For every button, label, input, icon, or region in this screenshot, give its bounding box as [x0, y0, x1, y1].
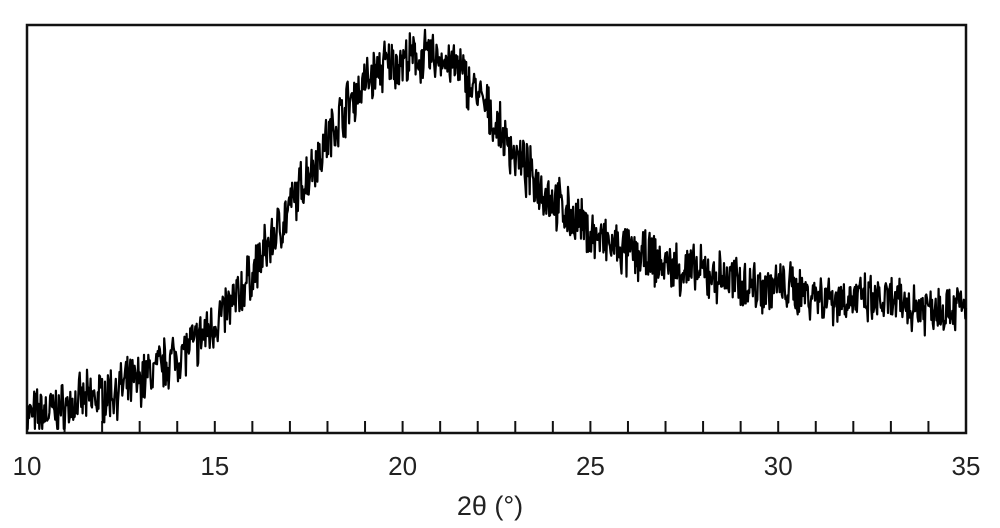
x-tick-label: 25 [576, 451, 605, 481]
x-tick-label: 20 [388, 451, 417, 481]
plot-frame [25, 23, 968, 435]
x-tick-label: 10 [13, 451, 42, 481]
x-tick-label: 15 [200, 451, 229, 481]
x-tick-label: 30 [764, 451, 793, 481]
x-tick-labels: 10 15 20 25 30 35 [13, 451, 981, 481]
xrd-pattern-line [26, 28, 968, 430]
x-axis-label: 2θ (°) [457, 491, 523, 521]
x-tick-label: 35 [952, 451, 981, 481]
series-layer [26, 28, 968, 430]
